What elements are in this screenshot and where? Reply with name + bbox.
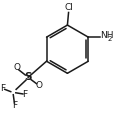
Text: F: F [22, 90, 27, 99]
Text: NH: NH [100, 31, 113, 40]
Text: Cl: Cl [65, 3, 74, 12]
Text: F: F [12, 101, 17, 110]
Text: 2: 2 [108, 36, 112, 42]
Text: F: F [0, 84, 5, 93]
Text: O: O [13, 63, 20, 72]
Text: O: O [35, 81, 42, 90]
Text: S: S [24, 72, 32, 82]
